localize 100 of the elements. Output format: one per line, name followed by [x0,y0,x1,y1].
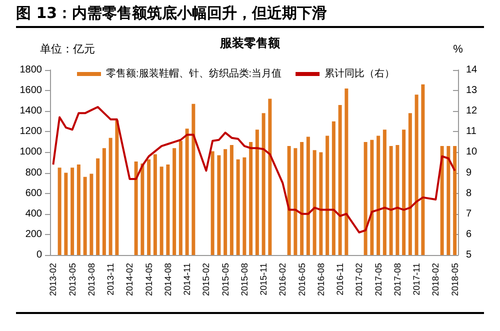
bar [440,146,444,255]
y2-axis-title: % [453,44,464,56]
bar [294,148,298,255]
bar [166,164,170,255]
bar [287,146,291,255]
bar [300,142,304,255]
bar [153,154,157,255]
bar [344,88,348,255]
bar [236,159,240,255]
bar [268,98,272,255]
y-tick-label: 1800 [20,64,42,76]
x-tick-label: 2013-08 [86,263,96,296]
x-tick-label: 2015-08 [239,263,250,296]
bar [255,130,259,255]
bar [64,172,68,255]
x-tick-label: 2014-11 [182,263,192,296]
y2-tick-label: 6 [466,228,472,240]
bar [306,136,310,255]
bar [96,158,100,255]
bar [414,94,418,255]
y2-tick-label: 14 [466,64,478,76]
bar [70,168,74,255]
bar [446,146,450,255]
y2-tick-label: 12 [466,106,478,117]
x-tick-label: 2013-11 [106,263,116,296]
chart-subtitle: 服装零售额 [219,36,281,50]
y-tick-label: 600 [25,188,42,199]
bar [224,149,228,255]
x-tick-label: 2016-02 [278,263,288,296]
y2-tick-label: 5 [466,250,472,260]
bar [364,142,368,255]
x-tick-label: 2015-05 [220,263,230,296]
x-tick-label: 2015-11 [258,263,269,296]
x-tick-label: 2014-02 [124,263,135,296]
legend-label: 累计同比（右） [324,68,395,80]
bar [389,146,393,255]
x-tick-label: 2014-05 [144,263,154,296]
bar [185,128,189,255]
x-tick-label: 2017-11 [412,263,422,296]
bar [332,121,336,255]
bar [172,148,176,255]
bar [134,161,138,255]
bar [421,84,425,255]
x-tick-label: 2018-05 [450,263,460,296]
bar [160,166,164,255]
bar [192,104,196,255]
bar [338,104,342,255]
bar [262,113,266,255]
x-tick-label: 2018-02 [430,263,441,296]
y2-tick-label: 11 [466,126,477,138]
bar [312,150,316,255]
x-tick-label: 2015-02 [201,263,212,296]
bar [178,140,182,255]
chart-title: 图 13：内需零售额筑底小幅回升，但近期下滑 [16,4,484,28]
x-tick-label: 2016-08 [316,263,326,296]
bar [83,176,87,255]
y-tick-label: 0 [36,250,42,260]
bar [217,155,221,255]
bar [326,136,330,255]
y-tick-label: 1200 [20,126,42,138]
x-tick-label: 2014-08 [162,263,173,296]
bar [402,130,406,255]
y-tick-label: 200 [25,228,42,240]
x-tick-label: 2017-02 [354,263,364,296]
y-tick-label: 1600 [20,85,42,96]
y-tick-label: 400 [25,208,42,220]
bar [453,146,457,255]
bar [102,148,106,255]
x-tick-label: 2013-02 [48,263,58,296]
bar [58,168,62,255]
bar [90,174,94,255]
bar [382,130,386,255]
y2-tick-label: 10 [466,146,478,158]
bar [147,159,151,255]
y-tick-label: 1000 [20,146,42,158]
bar [319,152,323,255]
bar [108,138,112,255]
y-tick-label: 800 [25,167,42,178]
bar [140,164,144,255]
x-tick-label: 2017-08 [392,263,402,296]
bar [115,120,119,255]
y2-tick-label: 8 [466,188,472,199]
bar [396,145,400,255]
x-tick-label: 2016-11 [335,263,346,296]
legend-label: 零售额:服装鞋帽、针、纺织品类:当月值 [106,68,282,80]
bar [408,113,412,255]
bar [230,145,234,255]
line-series [52,106,456,234]
y2-tick-label: 9 [466,167,472,178]
bar [370,140,374,255]
y-axis-title: 单位：亿元 [40,42,95,56]
bar [249,142,253,255]
bar [210,151,214,255]
x-tick-label: 2013-05 [67,263,78,296]
x-tick-label: 2017-05 [373,263,384,296]
y2-tick-label: 7 [466,208,472,220]
y2-tick-label: 13 [466,85,478,96]
x-tick-label: 2016-05 [296,263,307,296]
y-tick-label: 1400 [20,106,42,117]
bar [76,164,80,255]
